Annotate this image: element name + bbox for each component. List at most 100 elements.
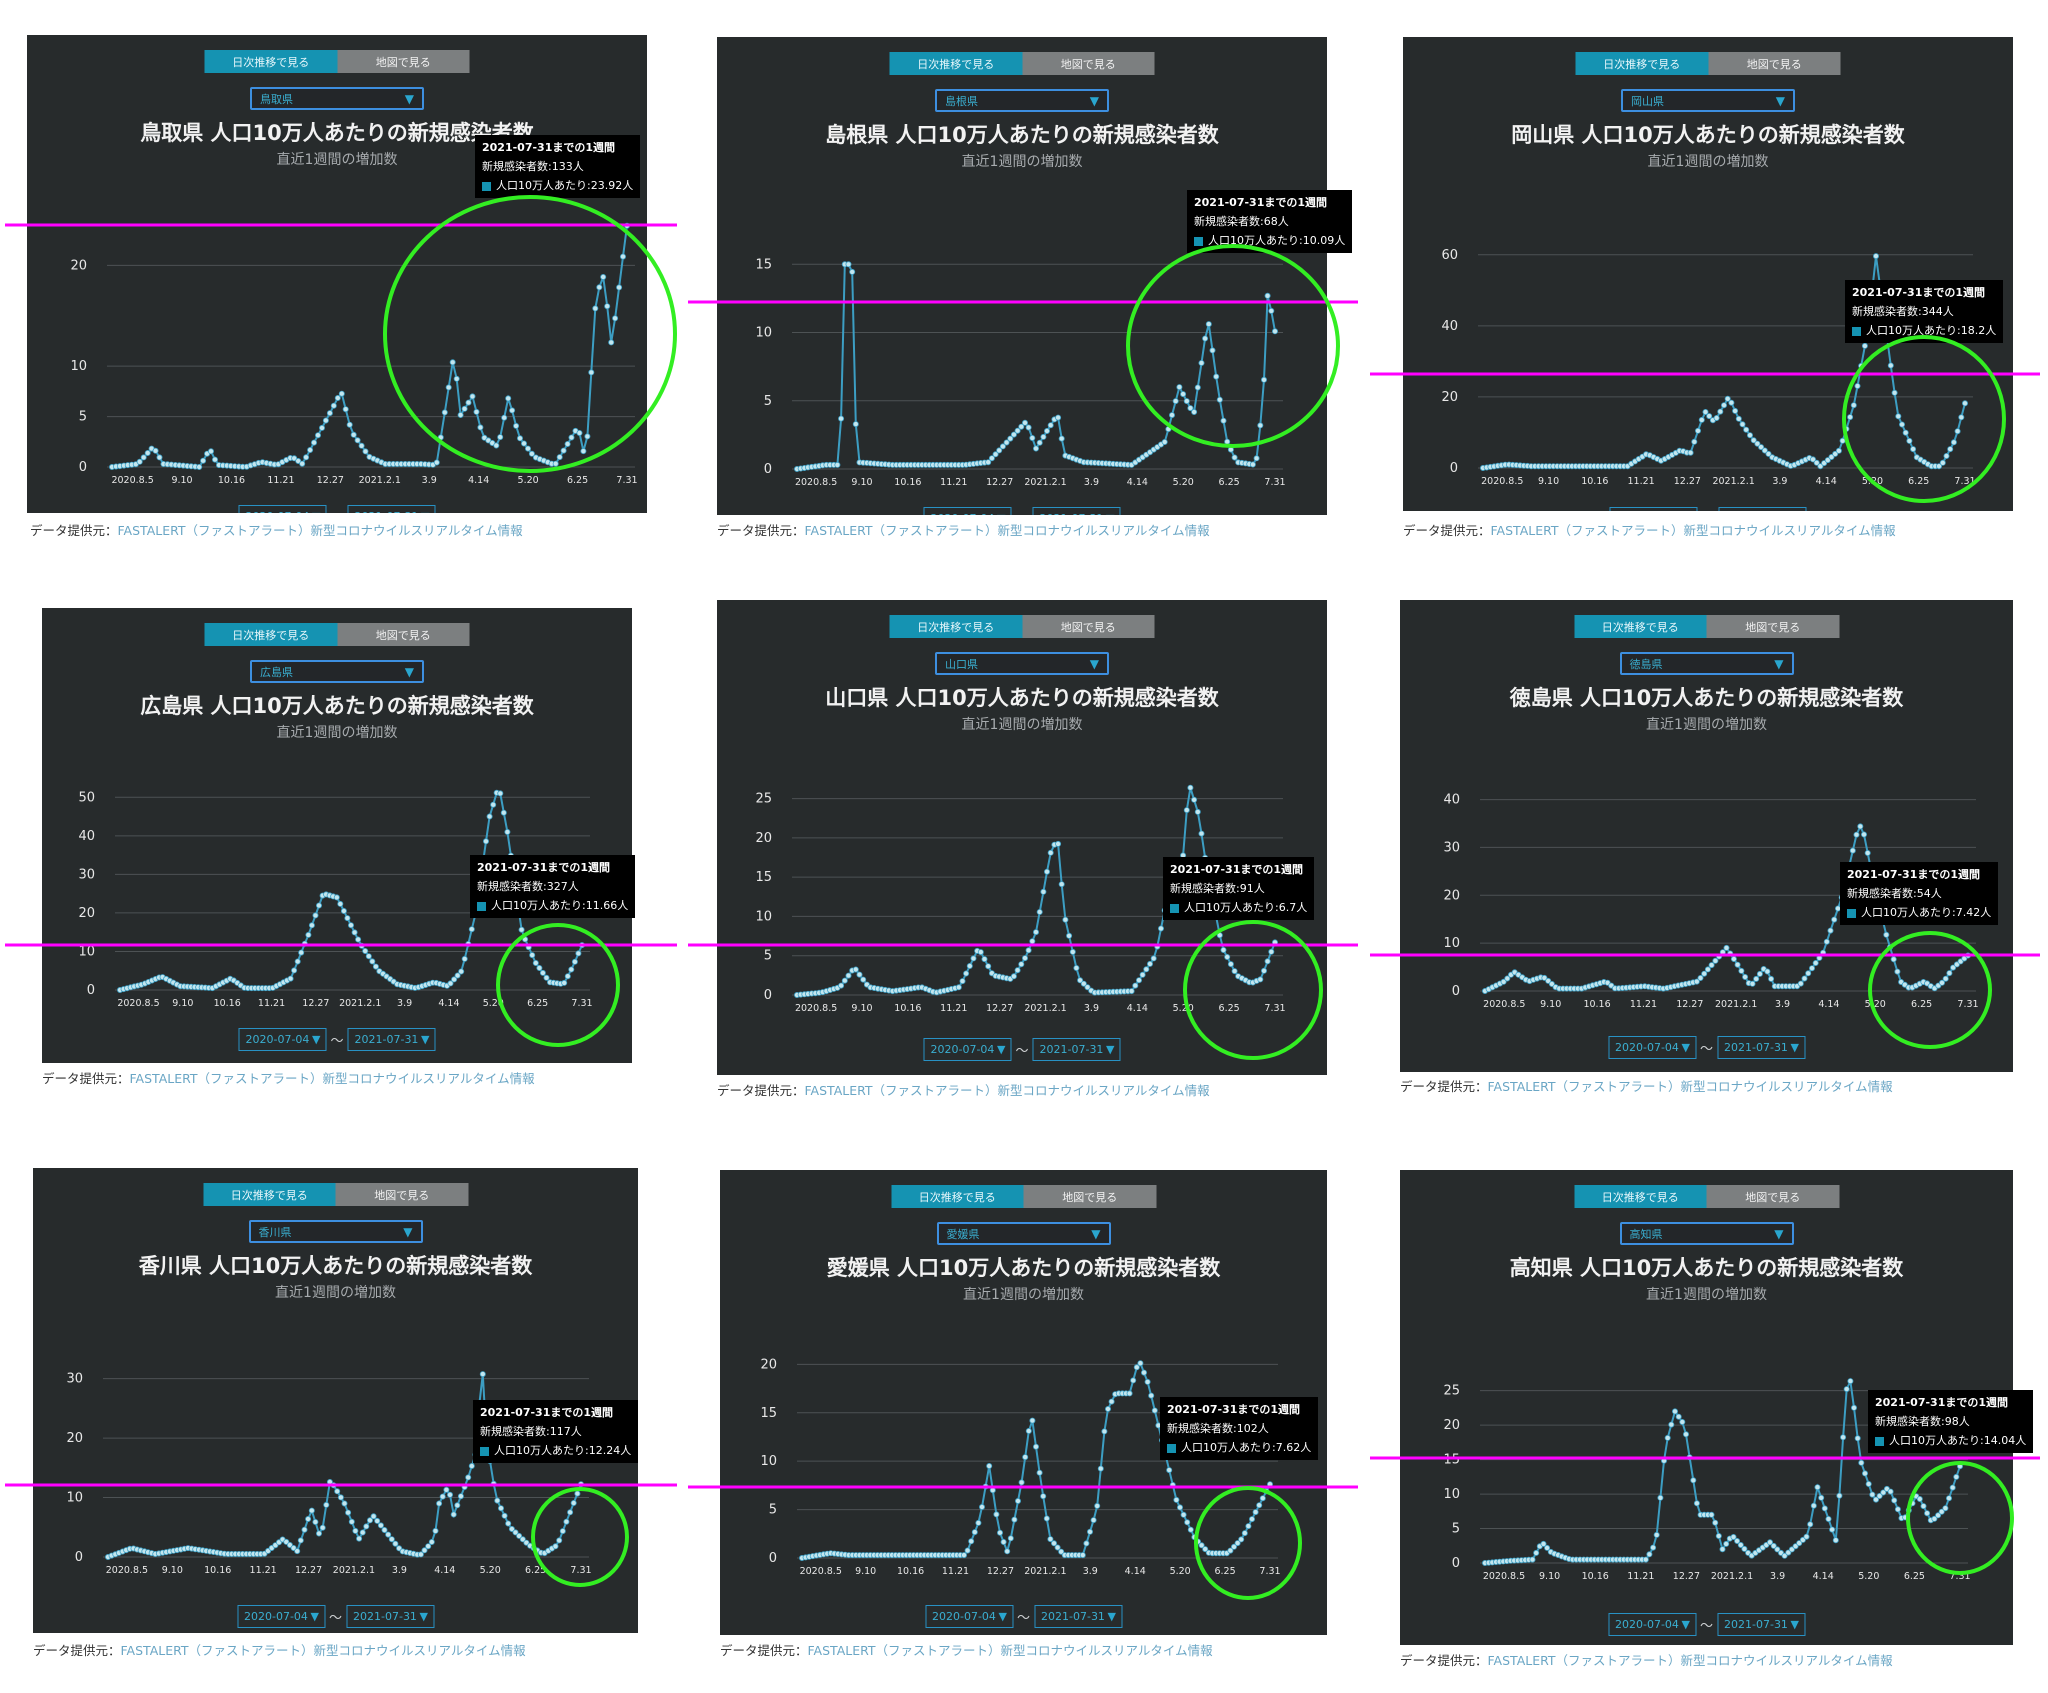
- data-point: [1097, 1465, 1104, 1472]
- tooltip-heading: 2021-07-31までの1週間: [1847, 868, 1981, 881]
- tab-map-view[interactable]: 地図で見る: [1022, 615, 1155, 638]
- data-point: [1257, 976, 1264, 983]
- credit-link[interactable]: FASTALERT（ファストアラート）新型コロナウイルスリアルタイム情報: [117, 523, 523, 538]
- chart-subtitle: 直近1週間の増加数: [1646, 717, 1767, 733]
- tab-map-view[interactable]: 地図で見る: [337, 623, 470, 646]
- tab-daily-trend[interactable]: 日次推移で見る: [1574, 615, 1707, 638]
- tab-map-view[interactable]: 地図で見る: [1023, 1185, 1156, 1208]
- data-point: [1942, 975, 1949, 982]
- data-point: [1194, 808, 1201, 815]
- tab-map-view[interactable]: 地図で見る: [1706, 1185, 1839, 1208]
- tab-daily-trend[interactable]: 日次推移で見る: [204, 50, 337, 73]
- prefecture-select[interactable]: 鳥取県 ▼: [250, 87, 424, 110]
- tab-map-view[interactable]: 地図で見る: [335, 1183, 468, 1206]
- data-point: [1130, 1377, 1137, 1384]
- series-swatch: [1875, 1436, 1884, 1446]
- data-point: [1958, 414, 1965, 421]
- tab-daily-trend[interactable]: 日次推移で見る: [1574, 1185, 1707, 1208]
- x-tick-label: 9.10: [851, 1003, 872, 1014]
- tab-map-view[interactable]: 地図で見る: [1022, 52, 1155, 75]
- date-to-select[interactable]: 2021-07-31▼: [1718, 507, 1807, 511]
- prefecture-select[interactable]: 高知県 ▼: [1619, 1222, 1794, 1245]
- x-tick-label: 10.16: [894, 477, 921, 488]
- credit-link[interactable]: FASTALERT（ファストアラート）新型コロナウイルスリアルタイム情報: [120, 1643, 526, 1658]
- tab-daily-trend[interactable]: 日次推移で見る: [891, 1185, 1024, 1208]
- tab-daily-trend[interactable]: 日次推移で見る: [1575, 52, 1708, 75]
- prefecture-select[interactable]: 徳島県 ▼: [1619, 652, 1794, 675]
- date-to-value: 2021-07-31: [1041, 1610, 1105, 1623]
- date-from-select[interactable]: 2020-07-04▼: [1607, 1036, 1696, 1059]
- tab-daily-trend[interactable]: 日次推移で見る: [203, 1183, 336, 1206]
- prefecture-select[interactable]: 香川県 ▼: [248, 1220, 423, 1243]
- series-swatch: [1170, 903, 1179, 913]
- data-point: [1797, 980, 1804, 987]
- date-to-value: 2021-07-31: [354, 1033, 419, 1046]
- data-point: [1949, 1484, 1956, 1491]
- data-point: [1818, 1494, 1825, 1501]
- date-from-select[interactable]: 2020-07-04▼: [924, 1605, 1013, 1628]
- x-tick-label: 4.14: [434, 1565, 455, 1576]
- data-point: [1821, 1505, 1828, 1512]
- data-point: [1025, 424, 1032, 431]
- data-point: [1756, 970, 1763, 977]
- data-point: [1143, 966, 1150, 973]
- data-point: [468, 926, 475, 933]
- credit-link[interactable]: FASTALERT（ファストアラート）新型コロナウイルスリアルタイム情報: [804, 1083, 1210, 1098]
- date-to-select[interactable]: 2021-07-31▼: [1032, 507, 1121, 515]
- data-point: [1902, 429, 1909, 436]
- tooltip-cases: 新規感染者数:344人: [1852, 305, 1954, 318]
- tab-daily-trend[interactable]: 日次推移で見る: [889, 615, 1022, 638]
- data-point: [337, 1494, 344, 1501]
- data-tooltip: 2021-07-31までの1週間 新規感染者数:344人 人口10万人あたり:18.…: [1845, 280, 2004, 343]
- chevron-down-icon: ▼: [997, 512, 1005, 515]
- tab-map-view[interactable]: 地図で見る: [1706, 615, 1839, 638]
- chart-subtitle: 直近1週間の増加数: [1646, 1287, 1767, 1303]
- data-point: [1529, 1556, 1536, 1563]
- chevron-down-icon: ▼: [1681, 1618, 1690, 1631]
- prefecture-select[interactable]: 山口県 ▼: [935, 652, 1109, 675]
- date-from-select[interactable]: 2020-07-04▼: [238, 505, 327, 513]
- date-to-select[interactable]: 2021-07-31▼: [1717, 1036, 1806, 1059]
- date-from-select[interactable]: 2020-07-04▼: [923, 1038, 1012, 1061]
- credit-link[interactable]: FASTALERT（ファストアラート）新型コロナウイルスリアルタイム情報: [1487, 1079, 1893, 1094]
- data-point: [1256, 1502, 1263, 1509]
- credit-link[interactable]: FASTALERT（ファストアラート）新型コロナウイルスリアルタイム情報: [807, 1643, 1213, 1658]
- tooltip-per-capita-value: 人口10万人あたり:7.62人: [1181, 1441, 1312, 1454]
- prefecture-select[interactable]: 島根県 ▼: [935, 89, 1109, 112]
- prefecture-select[interactable]: 岡山県 ▼: [1621, 89, 1795, 112]
- date-to-select[interactable]: 2021-07-31▼: [1034, 1605, 1123, 1628]
- data-point: [1679, 1418, 1686, 1425]
- data-point: [620, 253, 627, 260]
- date-from-select[interactable]: 2020-07-04▼: [923, 507, 1012, 515]
- date-from-select[interactable]: 2020-07-04▼: [238, 1028, 327, 1051]
- data-point: [513, 422, 520, 429]
- credit-link[interactable]: FASTALERT（ファストアラート）新型コロナウイルスリアルタイム情報: [129, 1071, 535, 1086]
- x-tick-label: 3.9: [1772, 476, 1787, 487]
- date-from-select[interactable]: 2020-07-04▼: [1609, 507, 1698, 511]
- data-point: [1746, 432, 1753, 439]
- tab-daily-trend[interactable]: 日次推移で見る: [204, 623, 337, 646]
- tab-map-view[interactable]: 地図で見る: [1708, 52, 1841, 75]
- date-to-select[interactable]: 2021-07-31▼: [346, 1605, 435, 1628]
- line-chart: 0 5 10 20 2020.8.5 9.10 10.16 11.21 12.27 2021.2.…: [70, 222, 638, 486]
- data-point: [561, 979, 568, 986]
- date-to-select[interactable]: 2021-07-31▼: [1717, 1613, 1806, 1636]
- data-point: [977, 949, 984, 956]
- prefecture-select[interactable]: 愛媛県 ▼: [936, 1222, 1111, 1245]
- prefecture-select[interactable]: 広島県 ▼: [250, 660, 424, 683]
- chevron-down-icon: ▼: [1107, 1610, 1117, 1623]
- credit-link[interactable]: FASTALERT（ファストアラート）新型コロナウイルスリアルタイム情報: [1490, 523, 1896, 538]
- x-tick-label: 11.21: [1627, 476, 1654, 487]
- data-point: [1770, 1542, 1777, 1549]
- tab-map-view[interactable]: 地図で見る: [337, 50, 470, 73]
- credit-link[interactable]: FASTALERT（ファストアラート）新型コロナウイルスリアルタイム情報: [1487, 1653, 1893, 1668]
- date-from-select[interactable]: 2020-07-04▼: [236, 1605, 325, 1628]
- date-to-select[interactable]: 2021-07-31▼: [347, 1028, 436, 1051]
- data-point: [539, 969, 546, 976]
- date-to-select[interactable]: 2021-07-31▼: [1032, 1038, 1121, 1061]
- credit-link[interactable]: FASTALERT（ファストアラート）新型コロナウイルスリアルタイム情報: [804, 523, 1210, 538]
- date-from-select[interactable]: 2020-07-04▼: [1607, 1613, 1696, 1636]
- data-source-credit: データ提供元：FASTALERT（ファストアラート）新型コロナウイルスリアルタイ…: [1400, 1650, 1893, 1669]
- tab-daily-trend[interactable]: 日次推移で見る: [889, 52, 1022, 75]
- date-to-select[interactable]: 2021-07-31▼: [347, 505, 436, 513]
